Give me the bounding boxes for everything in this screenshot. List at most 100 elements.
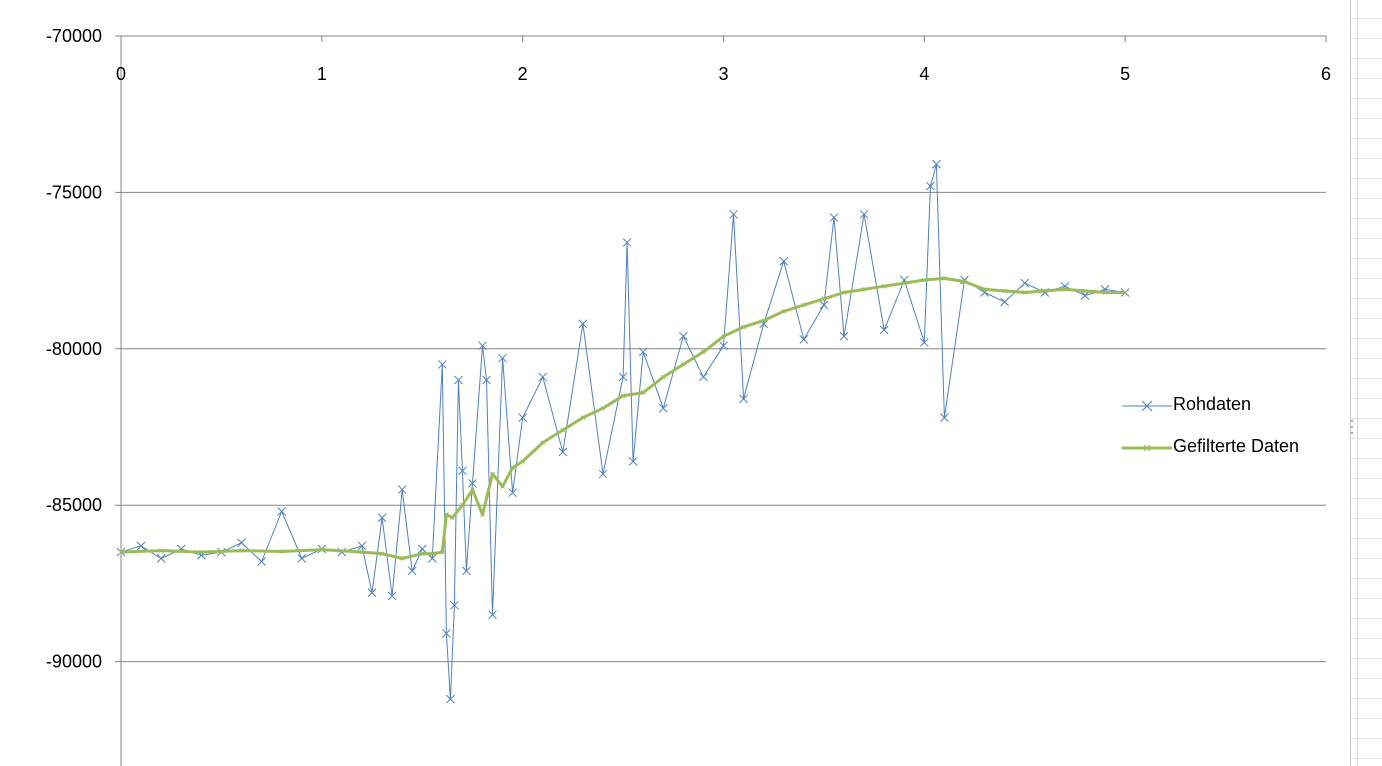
sheet-row-line — [1351, 578, 1382, 579]
sheet-row-line — [1351, 398, 1382, 399]
series-0-point-63 — [1000, 297, 1010, 307]
series-0-point-21 — [441, 629, 451, 638]
series-1-point-22 — [560, 427, 566, 433]
series-1-point-23 — [580, 415, 586, 420]
x-tick-label-5: 5 — [1120, 64, 1130, 84]
series-0-point-67 — [1080, 291, 1090, 300]
series-0-point-17 — [407, 566, 417, 576]
y-tick-label-1: -75000 — [46, 182, 102, 202]
sheet-row-line — [1351, 478, 1382, 479]
series-line-1 — [120, 276, 1126, 560]
sheet-row-line — [1351, 338, 1382, 339]
sheet-row-line — [1351, 458, 1382, 459]
sheet-row-line — [1351, 118, 1382, 119]
series-1-point-34 — [801, 302, 807, 308]
series-0-point-46 — [729, 209, 738, 219]
series-0-point-27 — [468, 478, 477, 488]
series-1-point-15 — [470, 487, 475, 492]
series-1-point-21 — [540, 440, 546, 445]
series-1-point-37 — [861, 287, 867, 292]
series-0-point-36 — [578, 319, 588, 329]
series-0-point-64 — [1020, 278, 1030, 288]
series-1-point-46 — [1042, 288, 1048, 294]
sheet-row-line — [1351, 198, 1382, 199]
series-0-point-23 — [450, 600, 459, 610]
series-1-point-7 — [379, 551, 385, 557]
series-0-point-42 — [658, 403, 668, 413]
series-1-point-32 — [761, 318, 767, 324]
sheet-row-line — [1351, 498, 1382, 499]
x-tick-label-6: 6 — [1321, 64, 1331, 84]
series-1-point-14 — [460, 502, 465, 508]
sheet-row-line — [1351, 278, 1382, 279]
series-0-point-41 — [638, 347, 648, 357]
sheet-row-line — [1351, 218, 1382, 219]
series-0-point-38 — [618, 372, 628, 382]
sheet-row-line — [1351, 178, 1382, 179]
series-0-point-55 — [879, 325, 889, 335]
series-1-point-10 — [429, 551, 435, 557]
sheet-row-line — [1351, 438, 1382, 439]
series-1-point-50 — [1122, 290, 1128, 295]
axes — [115, 35, 1327, 766]
sheet-row-line — [1351, 658, 1382, 659]
legend-marker-b-1 — [1143, 444, 1151, 452]
series-0-point-22 — [446, 694, 455, 704]
x-tick-label-2: 2 — [518, 64, 528, 84]
sheet-column-border — [1357, 0, 1358, 766]
series-0-point-9 — [297, 554, 307, 563]
sheet-row-line — [1351, 698, 1382, 699]
y-tick-label-2: -80000 — [46, 339, 102, 359]
series-1-point-24 — [600, 405, 606, 411]
sheet-row-line — [1351, 538, 1382, 539]
sheet-row-line — [1351, 358, 1382, 359]
series-1-point-3 — [239, 548, 244, 553]
y-tick-label-0: -70000 — [46, 26, 102, 46]
series-0-point-1 — [136, 541, 146, 551]
series-1-point-9 — [419, 551, 425, 557]
series-0-point-13 — [367, 588, 377, 598]
sheet-row-line — [1351, 158, 1382, 159]
legend-swatch-rohdaten — [1122, 400, 1172, 412]
series-1-point-19 — [510, 465, 515, 471]
series-0-point-20 — [437, 360, 447, 369]
sheet-row-line — [1351, 58, 1382, 59]
legend-item-gefilterte-daten: Gefilterte Daten — [1118, 434, 1338, 476]
series-0-point-7 — [257, 557, 266, 566]
series-0-point-47 — [739, 394, 748, 404]
series-1-point-16 — [480, 512, 485, 517]
series-0-point-24 — [454, 375, 463, 385]
series-0-point-16 — [397, 485, 407, 494]
series-1-point-26 — [640, 390, 646, 395]
series-1-point-4 — [279, 549, 285, 554]
series-1-point-30 — [721, 333, 726, 339]
sheet-row-line — [1351, 258, 1382, 259]
series-1-point-41 — [942, 276, 947, 281]
series-1-point-29 — [701, 349, 706, 355]
series-0-point-44 — [699, 372, 708, 382]
series-0-point-53 — [839, 331, 849, 341]
legend-label-gefilterte-daten: Gefilterte Daten — [1173, 436, 1300, 456]
legend-label-rohdaten: Rohdaten — [1173, 394, 1252, 414]
series-1-point-40 — [921, 277, 927, 283]
series-1-point-44 — [1002, 288, 1008, 294]
series-1-point-0 — [118, 549, 124, 555]
x-tick-label-1: 1 — [317, 64, 327, 84]
series-1-point-28 — [680, 362, 686, 367]
sheet-row-line — [1351, 678, 1382, 679]
series-0-point-37 — [598, 469, 608, 479]
series-0-point-25 — [458, 466, 467, 476]
series-1-point-1 — [158, 548, 164, 553]
series — [116, 159, 1130, 704]
series-line-0 — [120, 163, 1126, 700]
series-0-point-29 — [482, 375, 491, 385]
sheet-row-line — [1351, 718, 1382, 719]
series-0-point-28 — [478, 341, 487, 351]
chart-resize-handle[interactable] — [1350, 418, 1354, 436]
legend: Rohdaten Gefilterte Daten — [1118, 392, 1338, 476]
series-1-point-2 — [198, 549, 204, 555]
sheet-row-line — [1351, 618, 1382, 619]
series-1-point-18 — [500, 484, 505, 489]
